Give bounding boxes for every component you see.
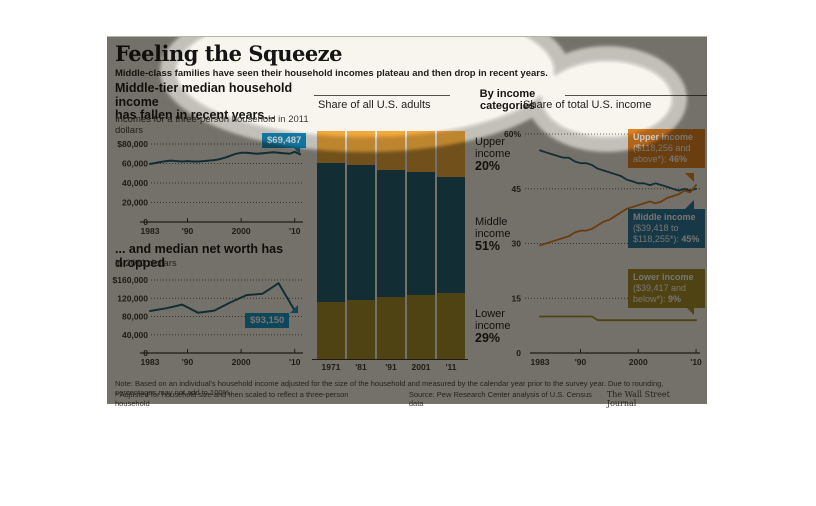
divider-rule-right <box>565 95 707 96</box>
networth-callout-pointer <box>290 305 298 313</box>
middle-box-pointer <box>685 200 694 209</box>
bar-segment <box>317 301 345 359</box>
upper-box-pointer <box>685 173 694 182</box>
adults-column-header: Share of all U.S. adults <box>318 99 431 111</box>
svg-text:'90: '90 <box>182 357 194 367</box>
stacked-bar-1971 <box>317 131 345 359</box>
svg-text:1983: 1983 <box>141 226 160 236</box>
svg-text:'10: '10 <box>289 226 301 236</box>
bar-segment <box>407 295 435 359</box>
upper-box-line1: Upper income <box>633 132 694 142</box>
svg-text:80,000: 80,000 <box>122 312 148 322</box>
stacked-bar-2001 <box>407 131 435 359</box>
svg-text:45: 45 <box>512 184 522 194</box>
income-callout-badge: $69,487 <box>262 133 307 148</box>
bar-x-label: '91 <box>385 362 397 372</box>
income-chart-caption-line1: Incomes for a three-person household in … <box>115 114 309 125</box>
svg-text:40,000: 40,000 <box>122 330 148 340</box>
svg-text:1983: 1983 <box>141 357 160 367</box>
middle-income-annotation-box: Middle income ($39,418 to $118,255*): 45… <box>628 209 705 248</box>
asterisk-footnote: * Adjusted for household size and then s… <box>115 390 349 408</box>
lower-box-pct: 9% <box>668 294 682 304</box>
stacked-bar-91 <box>377 131 405 359</box>
bar-segment <box>407 131 435 172</box>
lower-box-line3: below*): <box>633 294 669 304</box>
bar-segment <box>347 131 375 166</box>
middle-box-line1: Middle income <box>633 212 696 222</box>
svg-text:2000: 2000 <box>232 226 251 236</box>
lower-income-annotation-box: Lower income ($39,417 and below*): 9% <box>628 269 705 308</box>
bar-x-label: '81 <box>355 362 367 372</box>
svg-text:'10: '10 <box>289 357 301 367</box>
income-share-column-header: Share of total U.S. income <box>523 99 652 111</box>
svg-text:1983: 1983 <box>531 357 550 367</box>
svg-text:'10: '10 <box>690 357 702 367</box>
svg-text:'90: '90 <box>575 357 587 367</box>
upper-box-pct: 46% <box>669 154 688 164</box>
bar-segment <box>317 162 345 302</box>
networth-chart-caption: In 2011 dollars <box>115 258 177 269</box>
wsj-credit: The Wall Street Journal <box>606 390 670 408</box>
lower-box-pointer <box>685 306 694 315</box>
source-credit: Source: Pew Research Center analysis of … <box>408 390 592 408</box>
bar-segment <box>377 169 405 298</box>
upper-income-annotation-box: Upper income ($118,256 and above*): 46% <box>628 129 705 168</box>
bar-segment <box>437 176 465 293</box>
middle-box-pct: 45% <box>681 234 700 244</box>
divider-rule-left <box>314 95 450 96</box>
middle-box-line3: $118,255*): <box>633 234 682 244</box>
svg-text:2000: 2000 <box>232 357 251 367</box>
stacked-bar-81 <box>347 131 375 359</box>
footer-row: * Adjusted for household size and then s… <box>115 390 701 408</box>
svg-text:$160,000: $160,000 <box>113 275 149 285</box>
upper-box-line2: ($118,256 and <box>633 143 691 153</box>
svg-text:15: 15 <box>512 293 522 303</box>
bar-segment <box>377 131 405 170</box>
bar-segment <box>377 297 405 359</box>
middle-box-line2: ($39,418 to <box>633 223 679 233</box>
bar-segment <box>407 172 435 296</box>
bar-segment <box>347 299 375 359</box>
stacked-bar-11 <box>437 131 465 359</box>
svg-text:0: 0 <box>516 348 521 358</box>
wsj-infographic: Feeling the Squeeze Middle-class familie… <box>107 36 707 408</box>
bar-x-label: 2001 <box>411 362 431 372</box>
svg-text:120,000: 120,000 <box>117 293 148 303</box>
left-panel-headline-line1: Middle-tier median household income <box>115 81 293 109</box>
upper-box-line3: above*): <box>633 154 670 164</box>
income-callout-pointer <box>293 147 300 154</box>
stacked-bar-chart <box>317 131 467 359</box>
networth-callout-badge: $93,150 <box>245 313 290 328</box>
svg-text:$80,000: $80,000 <box>117 139 148 149</box>
svg-text:2000: 2000 <box>629 357 648 367</box>
bar-x-label: 1971 <box>321 362 341 372</box>
bar-segment <box>317 131 345 163</box>
page-subtitle: Middle-class families have seen their ho… <box>115 68 548 79</box>
svg-text:60,000: 60,000 <box>122 159 148 169</box>
bar-segment <box>347 165 375 300</box>
svg-text:30: 30 <box>512 239 522 249</box>
svg-text:'90: '90 <box>182 226 194 236</box>
bar-segment <box>437 292 465 359</box>
bar-x-label: '11 <box>445 362 457 372</box>
svg-text:60%: 60% <box>504 129 521 139</box>
svg-text:40,000: 40,000 <box>122 178 148 188</box>
bar-segment <box>437 131 465 177</box>
page-title: Feeling the Squeeze <box>115 41 342 66</box>
bar-chart-baseline <box>312 359 468 360</box>
lower-box-line1: Lower income <box>633 272 694 282</box>
svg-text:20,000: 20,000 <box>122 198 148 208</box>
lower-box-line2: ($39,417 and <box>633 283 687 293</box>
